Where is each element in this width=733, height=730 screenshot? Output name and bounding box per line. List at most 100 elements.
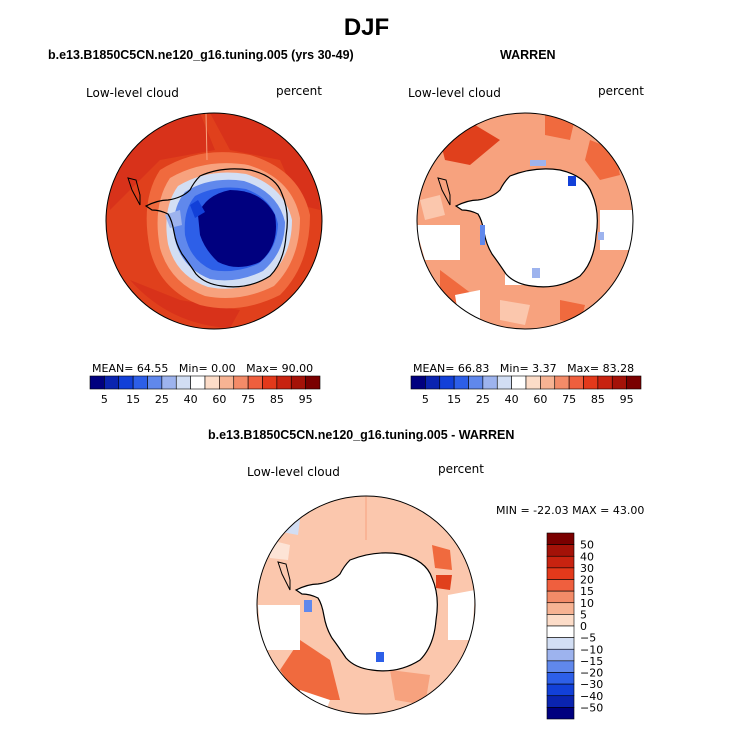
panel-diff-stats: MIN = -22.03 MAX = 43.00 xyxy=(496,504,645,517)
colorbar-tick-label: 60 xyxy=(212,393,226,406)
colorbar-tick-label: 85 xyxy=(270,393,284,406)
colorbar-tick-label: −50 xyxy=(580,701,603,714)
panel-model-title: b.e13.B1850C5CN.ne120_g16.tuning.005 (yr… xyxy=(48,48,354,62)
map-model xyxy=(106,113,322,329)
colorbar-cell xyxy=(554,375,570,390)
min-value: 3.37 xyxy=(532,362,557,375)
colorbar-cell xyxy=(175,375,191,390)
colorbar-cell xyxy=(104,375,120,390)
panel-obs-variable-label: Low-level cloud xyxy=(408,86,501,100)
colorbar-tick-label: 15 xyxy=(126,393,140,406)
colorbar-cell xyxy=(468,375,484,390)
colorbar-cell xyxy=(132,375,148,390)
colorbar-tick-label: 40 xyxy=(184,393,198,406)
map-diff xyxy=(257,496,475,714)
max-value: 83.28 xyxy=(602,362,635,375)
peninsula-coast xyxy=(437,177,451,206)
panel-model-stats: MEAN= 64.55 Min= 0.00 Max= 90.00 xyxy=(92,362,313,375)
missing-data xyxy=(600,210,633,250)
colorbar-cell xyxy=(546,683,575,697)
colorbar-cell xyxy=(482,375,498,390)
blue-cell xyxy=(480,225,485,245)
page-title: DJF xyxy=(343,14,390,41)
colorbar-cell xyxy=(525,375,541,390)
coastline xyxy=(294,552,438,672)
map-model-border xyxy=(105,112,323,330)
red-patch xyxy=(436,575,452,590)
blue-patch xyxy=(190,200,205,218)
colorbar-cell xyxy=(546,544,575,557)
max-label: Max= xyxy=(567,362,600,375)
deep-red-patch xyxy=(130,280,240,328)
colorbar-cell xyxy=(290,375,306,390)
colorbar-cell xyxy=(147,375,163,390)
map-obs-border xyxy=(416,112,634,330)
map-diff-border xyxy=(256,495,476,715)
min-label: Min= xyxy=(178,362,208,375)
colorbar-cell xyxy=(546,555,575,569)
colorbar-cell xyxy=(410,375,426,390)
colorbar-tick-label: 75 xyxy=(562,393,576,406)
mean-value: 64.55 xyxy=(136,362,169,375)
min-label: Min= xyxy=(499,362,529,375)
colorbar-cell xyxy=(546,625,575,638)
colorbar-cell xyxy=(597,375,613,390)
colorbar-tick-label: 75 xyxy=(241,393,255,406)
map-obs xyxy=(417,113,633,329)
panel-obs-units-label: percent xyxy=(598,84,644,98)
colorbar-cell xyxy=(546,672,575,685)
colorbar-cell xyxy=(118,375,134,390)
colorbar-cell xyxy=(219,375,235,390)
pale-blue-patch xyxy=(280,515,300,535)
colorbar-cell xyxy=(161,375,177,390)
navy-core xyxy=(198,190,276,267)
min-value: 0.00 xyxy=(211,362,236,375)
mean-label: MEAN= xyxy=(413,362,455,375)
colorbar-tick-label: 5 xyxy=(580,608,587,621)
colorbar-cell xyxy=(611,375,627,390)
blue-cell xyxy=(304,600,312,612)
colorbar-cell xyxy=(247,375,263,390)
colorbar-tick-label: 10 xyxy=(580,597,594,610)
colorbar-cell xyxy=(439,375,455,390)
colorbar-tick-label: 5 xyxy=(422,393,429,406)
colorbar-tick-label: 25 xyxy=(476,393,490,406)
light-blue-patch xyxy=(165,210,182,228)
colorbar-obs: 5 15 25 40 60 75 85 95 xyxy=(410,375,642,406)
colorbar-cell xyxy=(425,375,441,390)
colorbar-tick-label: 50 xyxy=(580,539,594,552)
colorbar-cell xyxy=(546,660,575,673)
missing-data xyxy=(417,225,460,260)
seam-line xyxy=(205,113,208,161)
colorbar-cell xyxy=(546,590,575,604)
orange-patch xyxy=(280,640,340,700)
colorbar-tick-label: −10 xyxy=(580,643,603,656)
panel-obs-stats: MEAN= 66.83 Min= 3.37 Max= 83.28 xyxy=(413,362,634,375)
light-blue-cell xyxy=(598,232,604,240)
colorbar-cell xyxy=(546,648,575,662)
colorbar-cell xyxy=(626,375,642,390)
max-value: 90.00 xyxy=(281,362,314,375)
colorbar-model: 5 15 25 40 60 75 85 95 xyxy=(89,375,321,406)
mean-label: MEAN= xyxy=(92,362,134,375)
panel-model-units-label: percent xyxy=(276,84,322,98)
colorbar-cell xyxy=(583,375,599,390)
blue-cell xyxy=(376,652,384,662)
colorbar-cell xyxy=(89,375,105,390)
colorbar-cell xyxy=(233,375,249,390)
colorbar-cell xyxy=(546,637,575,650)
colorbar-tick-label: 60 xyxy=(533,393,547,406)
colorbar-tick-label: 15 xyxy=(447,393,461,406)
light-patch xyxy=(420,195,445,220)
colorbar-cell xyxy=(546,707,575,720)
colorbar-cell xyxy=(496,375,512,390)
panel-model-variable-label: Low-level cloud xyxy=(86,86,179,100)
colorbar-tick-label: −30 xyxy=(580,678,603,691)
colorbar-cell xyxy=(546,579,575,592)
colorbar-tick-label: 25 xyxy=(155,393,169,406)
colorbar-tick-label: 95 xyxy=(620,393,634,406)
colorbar-cell xyxy=(546,602,575,615)
missing-data xyxy=(455,290,480,329)
